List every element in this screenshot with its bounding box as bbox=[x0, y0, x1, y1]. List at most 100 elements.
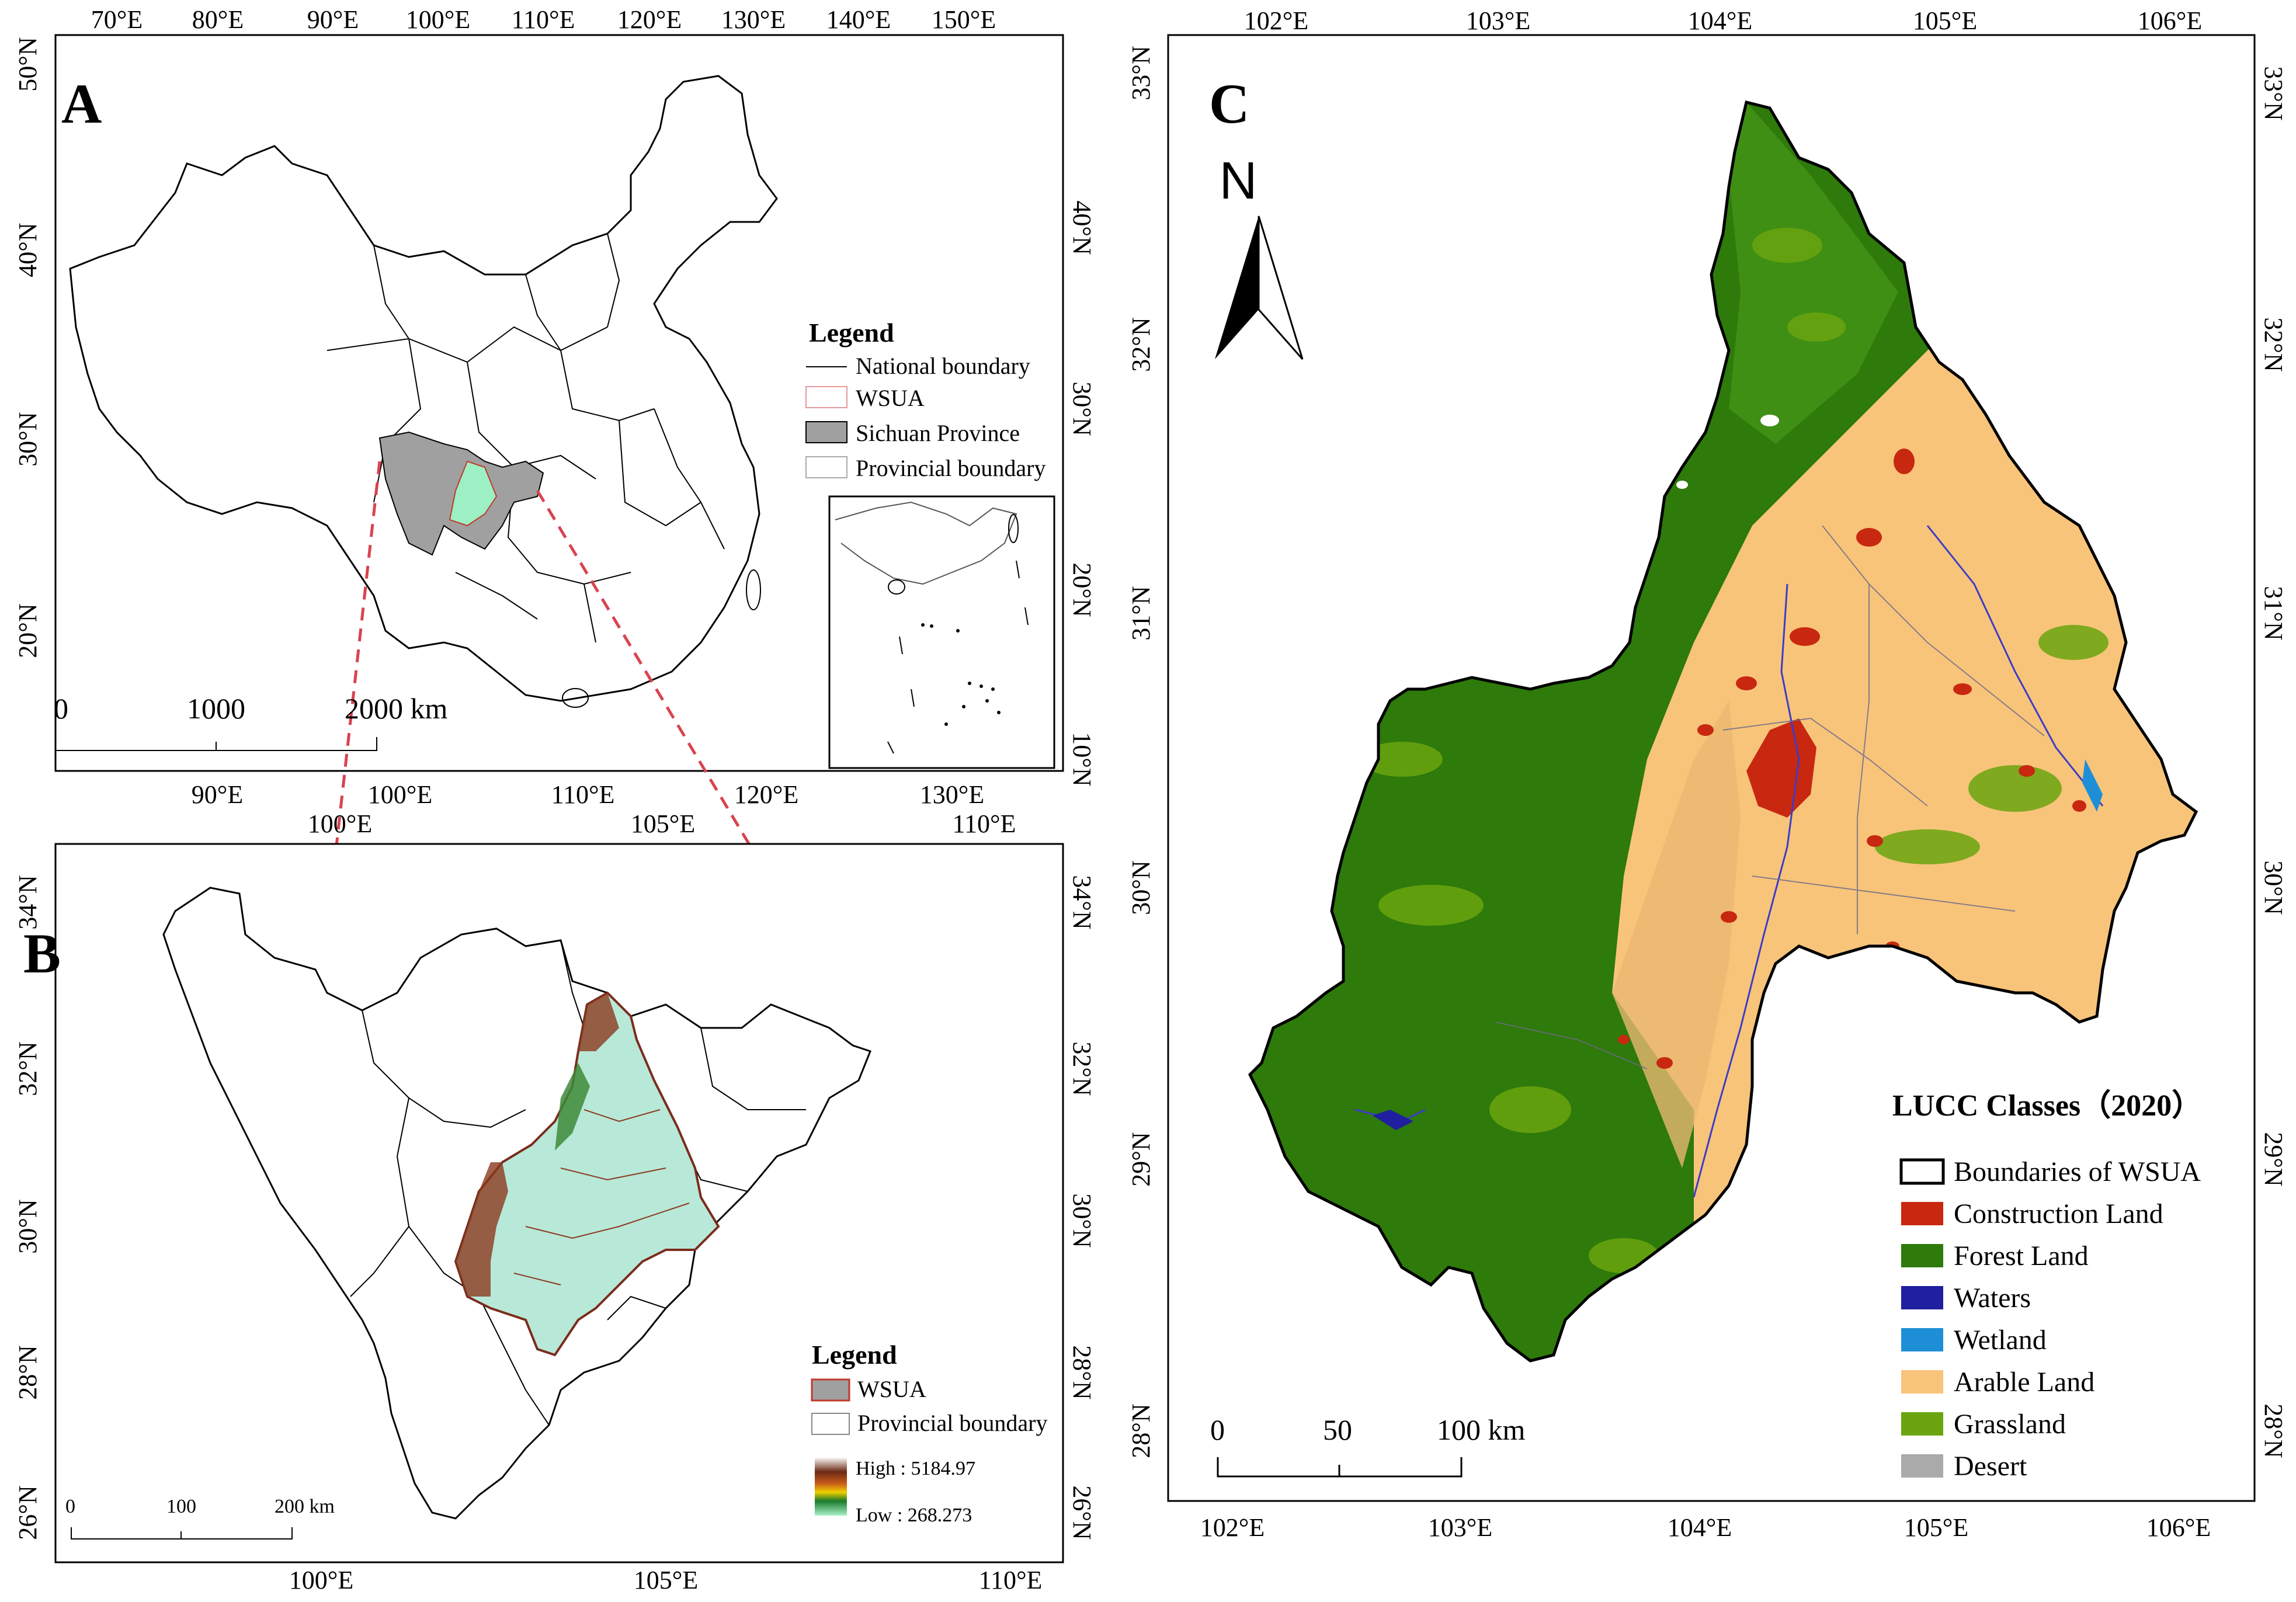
hainan bbox=[562, 688, 589, 708]
tick-label: 110°E bbox=[512, 5, 575, 34]
tick-label: 28°N bbox=[1068, 1345, 1096, 1399]
provincial-swatch bbox=[805, 456, 847, 478]
tick-label: 100°E bbox=[368, 780, 432, 809]
tick-label: 34°N bbox=[1068, 875, 1096, 929]
tick-label: 100°E bbox=[406, 5, 470, 34]
panel-c-left-ticks: 33°N 32°N 31°N 30°N 29°N 28°N bbox=[1127, 46, 1155, 1458]
tick-label: 32°N bbox=[1127, 317, 1155, 371]
tick-label: 28°N bbox=[1127, 1403, 1155, 1458]
elevation-ramp bbox=[815, 1457, 847, 1516]
panel-c-label: C bbox=[1209, 72, 1249, 135]
legend-item: WSUA bbox=[856, 385, 925, 411]
tick-label: 30°N bbox=[1127, 860, 1155, 915]
panel-a-label: A bbox=[61, 72, 102, 135]
wsua-high-elevation bbox=[578, 993, 619, 1051]
scale-label: 50 bbox=[1323, 1413, 1352, 1446]
wsua-city-boundaries bbox=[513, 1109, 690, 1285]
wsua-swatch bbox=[805, 386, 847, 408]
legend-item: WSUA bbox=[857, 1376, 926, 1402]
tick-label: 90°E bbox=[192, 780, 243, 809]
tick-label: 30°N bbox=[13, 1199, 42, 1253]
connector-line bbox=[536, 489, 875, 1052]
tick-label: 26°N bbox=[1068, 1485, 1096, 1540]
scale-label: 100 km bbox=[1437, 1413, 1526, 1446]
tick-label: 104°E bbox=[1668, 1513, 1732, 1542]
legend-swatch bbox=[1901, 1328, 1943, 1351]
panel-b: B 100°E 105°E 110°E 100°E 105°E 110°E 34… bbox=[13, 809, 1096, 1594]
tick-label: 26°N bbox=[13, 1485, 42, 1540]
tick-label: 105°E bbox=[1913, 6, 1977, 35]
panel-b-left-ticks: 34°N 32°N 30°N 28°N 26°N bbox=[13, 875, 42, 1540]
tick-label: 106°E bbox=[2138, 6, 2202, 35]
legend-item: Wetland bbox=[1954, 1325, 2047, 1356]
panel-c-top-ticks: 102°E 103°E 104°E 105°E 106°E bbox=[1244, 6, 2202, 35]
panel-a-bottom-ticks: 90°E 100°E 110°E 120°E 130°E bbox=[192, 780, 984, 809]
scale-label: 0 bbox=[65, 1496, 75, 1517]
wsua-swatch bbox=[811, 1378, 850, 1402]
elevation-high: High : 5184.97 bbox=[856, 1458, 975, 1479]
legend-swatch bbox=[1899, 1158, 1945, 1185]
tick-label: 30°N bbox=[13, 412, 42, 466]
tick-label: 105°E bbox=[631, 809, 695, 838]
scale-label: 2000 km bbox=[345, 692, 448, 725]
tick-label: 28°N bbox=[13, 1345, 42, 1399]
legend-title: Legend bbox=[812, 1340, 897, 1370]
lucc-legend: LUCC Classes（2020） Boundaries of WSUA Co… bbox=[1892, 1089, 2202, 1482]
wsua-area-a bbox=[449, 460, 498, 527]
panel-b-right-ticks: 34°N 32°N 30°N 28°N 26°N bbox=[1068, 875, 1096, 1540]
tick-label: 20°N bbox=[1068, 562, 1096, 617]
tick-label: 30°N bbox=[1068, 381, 1096, 436]
taiwan bbox=[746, 569, 761, 610]
tick-label: 110°E bbox=[953, 809, 1016, 838]
tick-label: 29°N bbox=[2259, 1132, 2288, 1186]
tick-label: 33°N bbox=[2259, 66, 2288, 120]
panel-b-scale-bar: 0 100 200 km bbox=[65, 1496, 335, 1540]
panel-c-bottom-ticks: 102°E 103°E 104°E 105°E 106°E bbox=[1200, 1513, 2211, 1542]
tick-label: 10°N bbox=[1068, 732, 1096, 786]
waters-reservoir bbox=[1373, 1110, 1413, 1130]
tick-label: 40°N bbox=[13, 223, 42, 277]
north-label: N bbox=[1220, 152, 1258, 210]
panel-a: A 70°E 80°E 90°E 100°E 110°E 120°E 130°E… bbox=[13, 5, 1096, 1052]
legend-item: Sichuan Province bbox=[856, 420, 1020, 446]
grassland-patches bbox=[1361, 228, 2109, 1273]
tick-label: 32°N bbox=[1068, 1041, 1096, 1096]
tick-label: 29°N bbox=[1127, 1132, 1155, 1186]
legend-item: Grassland bbox=[1954, 1409, 2066, 1440]
arable-land-foothills bbox=[1612, 701, 1741, 1168]
tick-label: 32°N bbox=[2259, 317, 2288, 371]
wetland bbox=[2082, 759, 2103, 812]
wsua-mid-elevation bbox=[555, 1063, 590, 1151]
scale-label: 0 bbox=[1210, 1413, 1225, 1446]
panel-c-scale-bar: 0 50 100 km bbox=[1210, 1413, 1526, 1478]
tick-label: 20°N bbox=[13, 603, 42, 658]
legend-item: Arable Land bbox=[1954, 1367, 2094, 1398]
tick-label: 130°E bbox=[920, 780, 984, 809]
tick-label: 104°E bbox=[1688, 6, 1752, 35]
tick-label: 33°N bbox=[1127, 46, 1155, 100]
tick-label: 105°E bbox=[634, 1566, 698, 1594]
panel-b-top-ticks: 100°E 105°E 110°E bbox=[308, 809, 1016, 838]
legend-swatch bbox=[1901, 1244, 1943, 1267]
legend-title: Legend bbox=[809, 318, 894, 347]
wsua-boundary-outline bbox=[1248, 100, 2198, 1363]
tick-label: 31°N bbox=[1127, 586, 1155, 640]
south-china-sea-inset bbox=[828, 495, 1055, 769]
panel-a-top-ticks: 70°E 80°E 90°E 100°E 110°E 120°E 130°E 1… bbox=[91, 5, 996, 34]
construction-land bbox=[1618, 449, 2086, 1149]
wsua-high-elevation bbox=[456, 1162, 508, 1297]
scale-label: 1000 bbox=[187, 692, 245, 725]
tick-label: 80°E bbox=[192, 5, 244, 34]
panel-a-scale-bar: 0 1000 2000 km bbox=[54, 692, 448, 751]
legend-swatch bbox=[1901, 1286, 1943, 1309]
panel-a-left-ticks: 50°N 40°N 30°N 20°N bbox=[13, 37, 42, 658]
legend-item: Construction Land bbox=[1954, 1198, 2163, 1229]
legend-title: LUCC Classes（2020） bbox=[1892, 1089, 2202, 1123]
tick-label: 120°E bbox=[617, 5, 682, 34]
tick-label: 120°E bbox=[734, 780, 798, 809]
tick-label: 70°E bbox=[91, 5, 143, 34]
tick-label: 30°N bbox=[1068, 1193, 1096, 1247]
panel-b-bottom-ticks: 100°E 105°E 110°E bbox=[289, 1566, 1043, 1594]
panel-a-legend: Legend National boundary WSUA Sichuan Pr… bbox=[805, 318, 1046, 481]
